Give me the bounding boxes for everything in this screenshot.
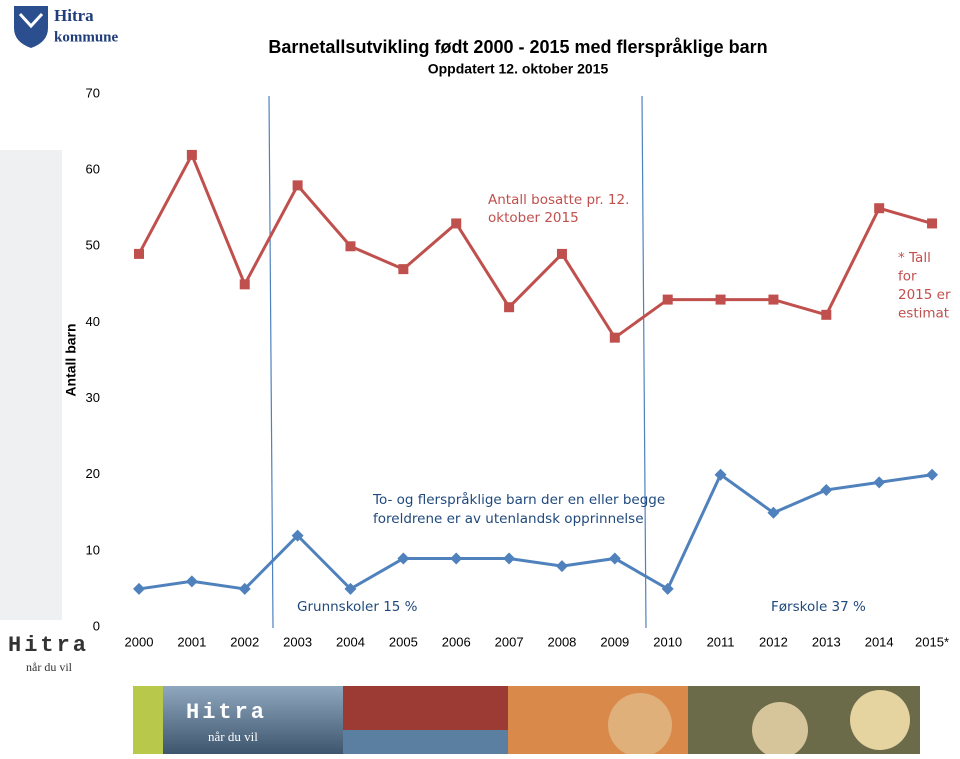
y-tick-label: 60	[86, 162, 100, 177]
y-tick-label: 70	[86, 85, 100, 100]
data-point	[186, 149, 197, 160]
x-tick-label: 2013	[812, 634, 841, 649]
logo-emblem	[18, 12, 44, 29]
banner-text: når du vil	[208, 729, 258, 744]
data-point	[503, 552, 516, 565]
logo-text: Hitra	[8, 633, 89, 658]
y-tick-label: 10	[86, 542, 100, 557]
data-point	[291, 529, 304, 542]
x-tick-label: 2008	[547, 634, 576, 649]
x-tick-label: 2010	[653, 634, 682, 649]
x-tick-label: 2007	[495, 634, 524, 649]
data-point	[715, 294, 726, 305]
annotation: foreldrene er av utenlandsk opprinnelse	[373, 511, 644, 527]
data-point	[238, 582, 251, 595]
data-point	[344, 582, 357, 595]
x-tick-label: 2005	[389, 634, 418, 649]
banner-text: Hitra	[186, 700, 267, 725]
data-point	[134, 248, 144, 259]
x-tick-label: 2000	[125, 634, 154, 649]
banner-panel	[133, 686, 163, 754]
data-point	[556, 248, 567, 259]
x-tick-label: 2012	[759, 634, 788, 649]
data-point	[767, 506, 780, 519]
data-point	[927, 218, 938, 229]
data-point	[133, 582, 145, 595]
x-tick-label: 2006	[442, 634, 471, 649]
data-point	[504, 302, 515, 313]
data-point	[398, 264, 409, 275]
banner-panel	[163, 686, 343, 754]
divider-line	[268, 95, 274, 629]
y-tick-label: 50	[86, 238, 100, 253]
series-line	[138, 472, 933, 592]
y-tick-label: 40	[86, 314, 100, 329]
data-point	[397, 552, 410, 565]
data-point	[821, 309, 832, 320]
data-point	[609, 332, 620, 343]
data-point	[768, 294, 779, 305]
data-point	[450, 552, 463, 565]
y-tick-label: 30	[86, 390, 100, 405]
y-tick-label: 20	[86, 466, 100, 481]
data-point	[662, 294, 673, 305]
series-line	[137, 151, 933, 340]
data-point	[608, 552, 621, 565]
banner-panel	[850, 690, 910, 750]
x-tick-label: 2001	[177, 634, 206, 649]
x-tick-label: 2014	[865, 634, 894, 649]
x-tick-label: 2003	[283, 634, 312, 649]
annotation: * Tall	[898, 250, 931, 266]
logo-text: Hitra	[54, 6, 94, 25]
banner-panel	[343, 730, 508, 754]
annotation: estimat	[898, 306, 949, 322]
annotation: Førskole 37 %	[771, 599, 866, 615]
x-tick-label: 2015*	[915, 634, 949, 649]
y-axis-label: Antall barn	[63, 323, 79, 396]
annotation: 2015 er	[898, 287, 951, 303]
annotation: To- og flerspråklige barn der en eller b…	[372, 491, 665, 508]
data-point	[451, 218, 462, 229]
x-tick-label: 2002	[230, 634, 259, 649]
chart-subtitle: Oppdatert 12. oktober 2015	[428, 61, 609, 77]
data-point	[292, 180, 303, 191]
logo-text: kommune	[54, 29, 119, 45]
annotation: for	[898, 269, 917, 285]
data-point	[555, 560, 568, 573]
x-tick-label: 2011	[707, 634, 735, 649]
data-point	[926, 468, 939, 481]
divider-line	[641, 95, 647, 629]
data-point	[239, 279, 250, 290]
x-tick-label: 2009	[600, 634, 629, 649]
data-point	[874, 203, 885, 214]
data-point	[873, 476, 886, 489]
annotation: oktober 2015	[488, 210, 579, 226]
data-point	[714, 468, 727, 481]
logo-text: når du vil	[26, 660, 73, 674]
y-tick-label: 0	[93, 618, 100, 633]
chart-title: Barnetallsutvikling født 2000 - 2015 med…	[268, 37, 767, 57]
decor-stripe	[0, 150, 62, 620]
banner-panel	[752, 702, 808, 758]
data-point	[345, 241, 356, 252]
annotation: Grunnskoler 15 %	[297, 599, 418, 615]
data-point	[661, 582, 674, 595]
x-tick-label: 2004	[336, 634, 365, 649]
data-point	[185, 575, 198, 588]
data-point	[820, 483, 833, 496]
annotation: Antall bosatte pr. 12.	[488, 192, 629, 208]
banner-panel	[608, 693, 672, 757]
